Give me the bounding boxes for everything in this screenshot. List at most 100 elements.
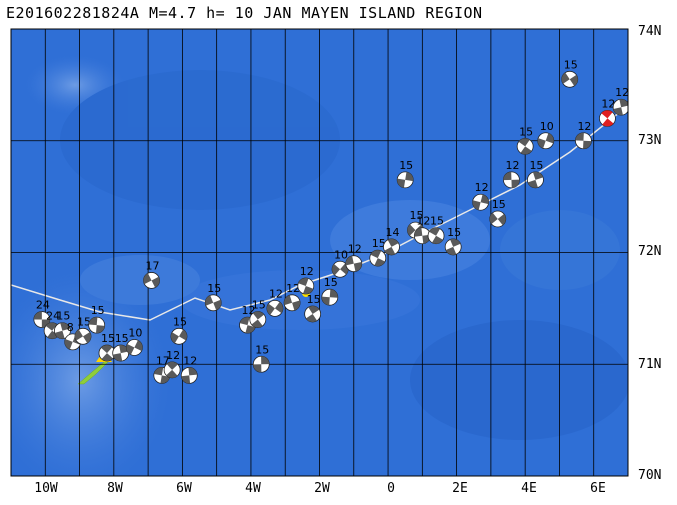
event-depth-label: 15 bbox=[56, 310, 70, 323]
event-depth-label: 12 bbox=[577, 120, 591, 133]
focal-mechanism-event: 15 bbox=[396, 159, 414, 189]
event-depth-label: 15 bbox=[324, 276, 338, 289]
lon-label-4w: 4W bbox=[245, 481, 261, 496]
focal-mechanism-event: 15 bbox=[252, 343, 270, 373]
beachball-compression bbox=[489, 212, 506, 226]
focal-mechanism-event: 12 bbox=[472, 181, 490, 211]
lat-label-71n: 71N bbox=[638, 357, 662, 372]
focal-mechanism-event: 15 bbox=[369, 237, 387, 267]
event-depth-label: 15 bbox=[115, 332, 129, 345]
event-depth-label: 15 bbox=[492, 198, 506, 211]
focal-mechanism-event: 12 bbox=[297, 265, 315, 295]
focal-mechanism-event: 15 bbox=[444, 226, 462, 256]
beachball-compression bbox=[112, 345, 129, 362]
focal-mechanism-event: 15 bbox=[170, 315, 188, 345]
focal-mechanism-event: 12 bbox=[180, 354, 198, 384]
beachball-compression bbox=[153, 367, 170, 384]
focal-mechanism-event: 15 bbox=[516, 125, 534, 155]
event-depth-label: 15 bbox=[529, 159, 543, 172]
beachball-compression bbox=[601, 110, 614, 127]
event-depth-label: 15 bbox=[399, 159, 413, 172]
event-depth-label: 15 bbox=[307, 293, 321, 306]
beachball-compression bbox=[613, 99, 628, 116]
event-depth-label: 15 bbox=[77, 315, 91, 328]
beachball-compression bbox=[205, 295, 222, 311]
focal-mechanism-event: 12 bbox=[413, 215, 431, 245]
beachball-compression bbox=[33, 311, 50, 328]
lon-label-6e: 6E bbox=[590, 481, 606, 496]
event-depth-label: 15 bbox=[447, 226, 461, 239]
event-depth-label: 12 bbox=[300, 265, 314, 278]
beachball-compression bbox=[503, 171, 520, 188]
focal-mechanism-event: 12 bbox=[266, 287, 284, 317]
beachball-compression bbox=[472, 194, 489, 210]
lon-label-8w: 8W bbox=[107, 481, 123, 496]
focal-mechanism-event: 15 bbox=[74, 315, 92, 345]
event-depth-label: 15 bbox=[519, 125, 533, 138]
beachball-compression bbox=[345, 255, 362, 272]
focal-mechanism-event: 10 bbox=[125, 326, 143, 356]
event-depth-label: 12 bbox=[505, 159, 519, 172]
beachball-compression bbox=[266, 301, 283, 315]
lat-label-74n: 74N bbox=[638, 24, 662, 39]
event-depth-label: 12 bbox=[348, 243, 362, 256]
beachball-compression bbox=[101, 345, 113, 362]
event-depth-label: 15 bbox=[255, 343, 269, 356]
beachball-compression bbox=[88, 317, 105, 334]
focal-mechanism-event: 15 bbox=[304, 293, 322, 323]
event-depth-label: 10 bbox=[128, 326, 142, 339]
beachball-compression bbox=[384, 238, 399, 255]
lon-label-10w: 10W bbox=[34, 481, 58, 496]
beachball-compression bbox=[54, 322, 71, 339]
focal-mechanism-event: 10 bbox=[331, 248, 349, 278]
beachball-compression bbox=[321, 289, 338, 306]
focal-mechanism-event: 17 bbox=[143, 259, 160, 289]
focal-mechanism-event: 15 bbox=[54, 310, 71, 340]
focal-mechanism-event: 12 bbox=[599, 97, 616, 127]
beachball-compression bbox=[518, 138, 532, 155]
beachball-compression bbox=[575, 132, 592, 149]
lon-label-2w: 2W bbox=[314, 481, 330, 496]
beachball-compression bbox=[445, 238, 461, 255]
event-depth-label: 12 bbox=[166, 349, 180, 362]
event-depth-label: 10 bbox=[334, 248, 348, 261]
beachball-compression bbox=[429, 227, 443, 244]
focal-mechanism-event: 12 bbox=[612, 86, 628, 116]
event-depth-label: 24 bbox=[46, 310, 60, 323]
lon-label-0: 0 bbox=[387, 481, 395, 496]
focal-mechanism-event: 15 bbox=[427, 215, 445, 245]
focal-mechanism-event: 15 bbox=[561, 58, 579, 88]
beachball-compression bbox=[251, 311, 265, 328]
focal-mechanism-event: 15 bbox=[249, 299, 267, 328]
beachball-compression bbox=[298, 278, 314, 295]
focal-mechanism-event: 12 bbox=[283, 282, 301, 312]
focal-mechanism-event: 15 bbox=[98, 332, 116, 362]
lon-label-6w: 6W bbox=[176, 481, 192, 496]
focal-mechanism-event: 15 bbox=[489, 198, 507, 228]
event-depth-label: 24 bbox=[36, 299, 50, 312]
beachball-compression bbox=[370, 250, 386, 267]
focal-mechanism-event: 10 bbox=[537, 120, 555, 150]
beachball-compression bbox=[397, 171, 414, 188]
focal-mechanism-event: 15 bbox=[527, 159, 544, 189]
event-depth-label: 10 bbox=[540, 120, 554, 133]
bathymetry-shading bbox=[11, 55, 628, 476]
event-depth-label: 15 bbox=[372, 237, 386, 250]
event-depth-label: 15 bbox=[430, 215, 444, 228]
focal-mechanism-event: 12 bbox=[575, 120, 592, 150]
event-depth-label: 12 bbox=[286, 282, 300, 295]
lon-label-4e: 4E bbox=[521, 481, 537, 496]
event-depth-label: 15 bbox=[101, 332, 115, 345]
event-depth-label: 15 bbox=[252, 299, 266, 312]
beachball-compression bbox=[239, 317, 256, 334]
focal-mechanism-event: 12 bbox=[163, 349, 181, 379]
focal-mechanism-event: 15 bbox=[204, 282, 222, 312]
beachball-compression bbox=[332, 263, 349, 276]
beachball-compression bbox=[537, 133, 554, 149]
lat-label-73n: 73N bbox=[638, 133, 662, 148]
plate-boundary bbox=[11, 104, 628, 321]
event-depth-label: 15 bbox=[91, 304, 105, 317]
event-depth-label: 15 bbox=[207, 282, 221, 295]
